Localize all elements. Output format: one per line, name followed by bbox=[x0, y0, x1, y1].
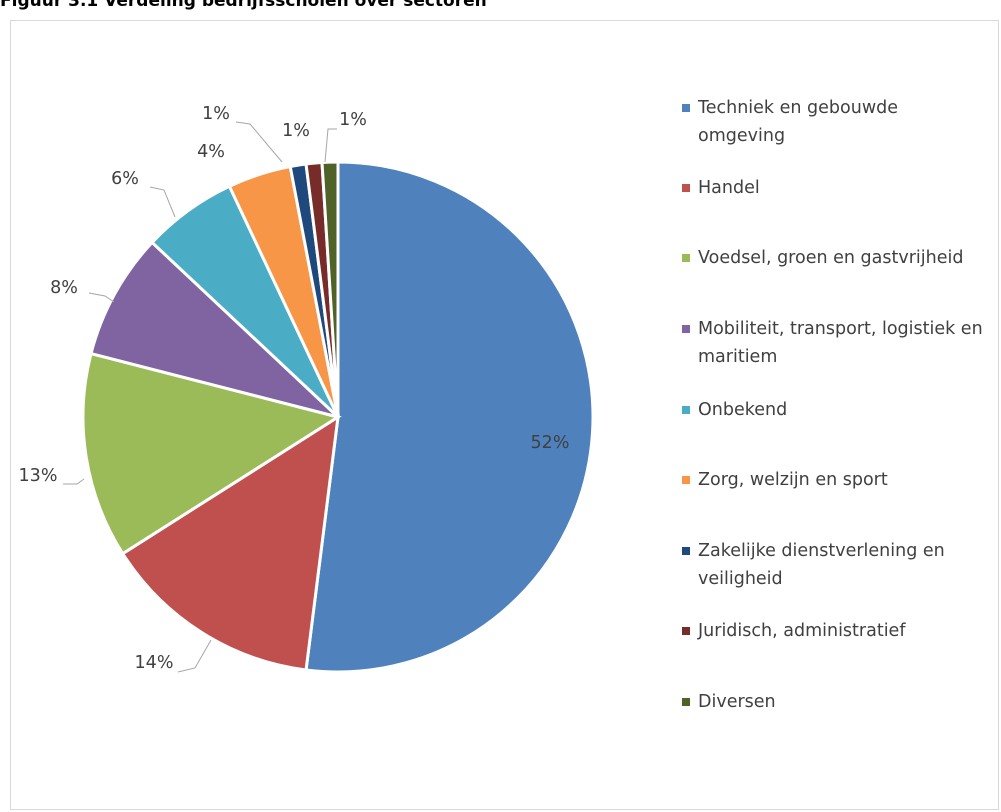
legend-label: Handel bbox=[698, 178, 760, 198]
legend-label: Voedsel, groen en gastvrijheid bbox=[698, 248, 964, 268]
data-label: 8% bbox=[50, 278, 78, 298]
legend-swatch bbox=[682, 406, 690, 414]
chart-frame bbox=[10, 20, 999, 810]
legend-label: Zakelijke dienstverlening en veiligheid bbox=[698, 541, 945, 589]
pie-slice bbox=[320, 160, 340, 418]
data-label: 1% bbox=[202, 104, 230, 124]
legend-label: Onbekend bbox=[698, 400, 788, 420]
legend-swatch bbox=[682, 254, 690, 262]
legend-label: Techniek en gebouwde omgeving bbox=[698, 98, 899, 146]
legend-swatch bbox=[682, 476, 690, 484]
leader-line bbox=[88, 292, 115, 303]
data-label: 13% bbox=[19, 466, 58, 486]
pie-slice bbox=[89, 240, 340, 419]
legend-label: Mobiliteit, transport, logistiek en mari… bbox=[698, 319, 983, 367]
pie-slice bbox=[120, 414, 340, 672]
legend-swatch bbox=[682, 547, 690, 555]
leader-line bbox=[63, 478, 85, 485]
legend-label: Diversen bbox=[698, 692, 776, 712]
leader-line bbox=[235, 121, 283, 163]
leader-line bbox=[324, 128, 337, 163]
leader-line bbox=[149, 186, 176, 218]
data-label: 1% bbox=[339, 110, 367, 130]
legend-swatch bbox=[682, 184, 690, 192]
legend-swatch bbox=[682, 698, 690, 706]
figure-title: Figuur 3.1 Verdeling bedrijfsscholen ove… bbox=[0, 0, 487, 11]
data-label: 4% bbox=[197, 142, 225, 162]
legend-swatch bbox=[682, 325, 690, 333]
legend-swatch bbox=[682, 104, 690, 112]
legend-label: Juridisch, administratief bbox=[698, 621, 906, 641]
data-label: 6% bbox=[111, 169, 139, 189]
data-label: 52% bbox=[531, 433, 570, 453]
pie-slice bbox=[304, 160, 595, 674]
data-label: 14% bbox=[135, 653, 174, 673]
legend-swatch bbox=[682, 627, 690, 635]
pie-slice bbox=[81, 351, 342, 556]
data-label: 1% bbox=[282, 121, 310, 141]
legend-label: Zorg, welzijn en sport bbox=[698, 470, 888, 490]
leader-line bbox=[177, 639, 212, 673]
